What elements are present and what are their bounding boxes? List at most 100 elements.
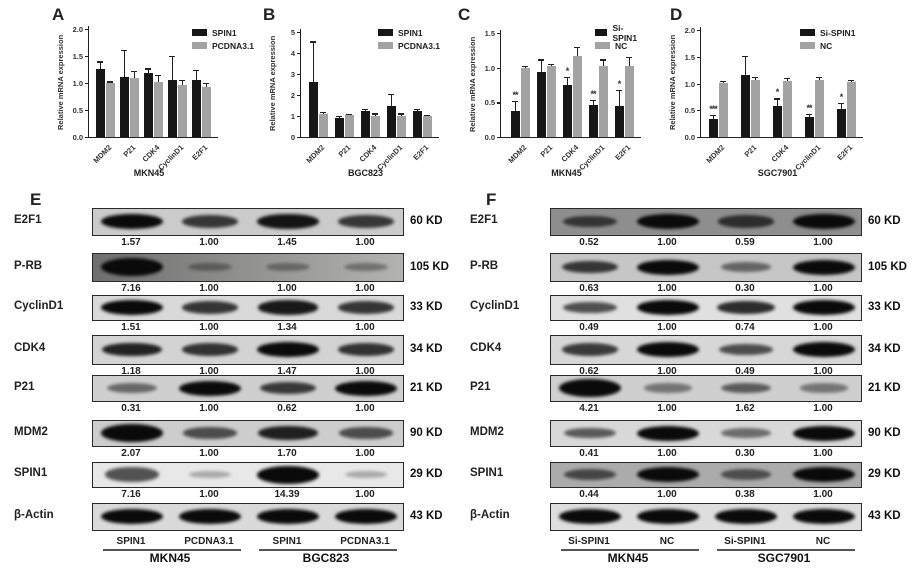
error-bar-cap (626, 57, 632, 59)
protein-band (720, 469, 772, 480)
bar-pcdna3.1-cdk4 (153, 82, 163, 137)
panel-A-chart: A Relative mRNA expression 0.0 0.5 1.0 1.5 2.0… (14, 0, 254, 190)
band-quantification-value: 1.00 (199, 366, 219, 377)
protein-band (558, 379, 622, 397)
lane-group-underline (259, 549, 397, 551)
y-tick-label: 1.5 (484, 29, 495, 38)
error-bar-cap (816, 77, 822, 79)
bar-spin1-cdk4 (360, 111, 370, 137)
y-tick-mark (297, 32, 300, 34)
molecular-weight-label: 33 KD (410, 301, 443, 313)
error-bar-cap (310, 41, 316, 43)
protein-band (339, 427, 393, 439)
band-quantification-value: 1.00 (199, 448, 219, 459)
error-bar (593, 100, 595, 106)
band-quantification-value: 1.00 (657, 322, 677, 333)
band-quantification-value: 1.00 (813, 403, 833, 414)
band-quantification-value: 1.45 (277, 237, 297, 248)
y-tick-label: 3 (290, 70, 295, 79)
bar-si-spin1-cyclind1 (804, 116, 814, 137)
error-bar (182, 80, 184, 86)
y-tick-label: 2.0 (684, 26, 695, 35)
protein-band (636, 509, 700, 524)
y-tick-label: 1.5 (684, 52, 695, 62)
band-quantification-value: 1.00 (199, 322, 219, 333)
error-bar (851, 79, 853, 83)
panel-letter-F: F (486, 190, 497, 209)
y-axis (700, 27, 702, 138)
band-quantification-value: 0.59 (735, 237, 755, 248)
bar-spin1-cyclind1 (167, 80, 177, 137)
bar-pcdna3.1-cyclind1 (396, 115, 406, 137)
band-quantification-value: 1.00 (813, 366, 833, 377)
blot-strip-cdk4 (92, 335, 404, 365)
error-bar (713, 114, 715, 120)
molecular-weight-label: 43 KD (868, 510, 901, 522)
y-tick-mark (297, 74, 300, 76)
lane-group-underline (561, 549, 699, 551)
band-quantification-value: 2.07 (121, 448, 141, 459)
blot-strip-p-rb (92, 253, 404, 282)
protein-band (256, 509, 320, 524)
band-quantification-value: 1.00 (355, 283, 375, 294)
blot-strip-cyclind1 (92, 295, 404, 321)
protein-band (337, 343, 395, 356)
protein-band (562, 343, 618, 356)
y-tick-label: 0.0 (684, 133, 695, 142)
protein-label: SPIN1 (14, 467, 48, 479)
y-tick-label: 2 (290, 91, 295, 100)
protein-band (636, 342, 700, 357)
protein-band (260, 381, 316, 395)
y-tick-mark (85, 56, 88, 58)
x-axis (300, 137, 439, 139)
lane-label: SPIN1 (272, 536, 302, 547)
band-quantification-value: 1.62 (735, 403, 755, 414)
band-quantification-value: 1.00 (813, 448, 833, 459)
band-quantification-value: 1.00 (355, 366, 375, 377)
y-tick-label: 5 (290, 28, 295, 37)
blot-strip-p-rb (550, 253, 862, 282)
protein-band (563, 301, 617, 314)
bar-pcdna3.1-cdk4 (370, 115, 380, 137)
error-bar (100, 61, 102, 69)
y-tick-label: 1.0 (684, 79, 695, 89)
bar-pcdna3.1-e2f1 (422, 116, 432, 137)
protein-band (100, 424, 164, 442)
protein-band (792, 467, 856, 482)
protein-band (792, 425, 856, 441)
blot-strip-cdk4 (550, 335, 862, 365)
legend: SPIN1 PCDNA3.1 (192, 26, 254, 52)
band-quantification-value: 1.00 (657, 403, 677, 414)
error-bar-cap (590, 100, 596, 102)
legend: SPIN1 PCDNA3.1 (378, 26, 440, 52)
protein-label: MDM2 (470, 425, 504, 438)
band-quantification-value: 1.00 (657, 283, 677, 294)
y-tick-label: 0.0 (72, 133, 83, 142)
error-bar-cap (346, 113, 352, 115)
protein-band (337, 215, 395, 228)
lane-label: Si-SPIN1 (568, 536, 610, 547)
error-bar-cap (774, 98, 780, 100)
error-bar-cap (145, 68, 151, 70)
lane-label: Si-SPIN1 (724, 536, 766, 547)
legend-label: Si-SPIN1 (612, 22, 638, 43)
legend-swatch (595, 29, 608, 36)
error-bar (313, 41, 315, 83)
panel-letter-B: B (263, 5, 276, 24)
molecular-weight-label: 21 KD (410, 381, 443, 394)
bar-nc-cdk4 (572, 55, 582, 137)
band-quantification-value: 1.00 (657, 489, 677, 500)
band-quantification-value: 0.62 (277, 403, 297, 414)
band-quantification-value: 0.44 (579, 489, 599, 500)
protein-band (100, 258, 164, 276)
protein-band (337, 301, 395, 314)
blot-strip-e2f1 (550, 208, 862, 236)
bar-spin1-cdk4 (143, 73, 153, 137)
protein-label: β-Actin (14, 509, 54, 521)
legend-item: Si-SPIN1 (595, 23, 642, 43)
protein-band (334, 509, 398, 524)
bar-nc-mdm2 (520, 68, 530, 137)
error-bar-cap (131, 71, 137, 73)
molecular-weight-label: 60 KD (868, 215, 901, 227)
protein-band (188, 470, 232, 479)
